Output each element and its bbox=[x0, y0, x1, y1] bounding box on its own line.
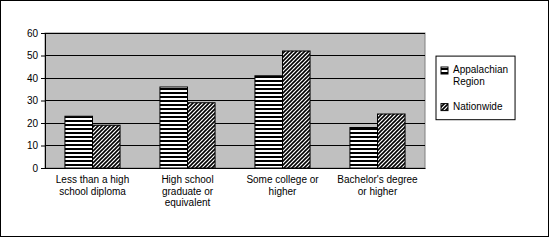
tick-mark bbox=[41, 33, 45, 34]
axis-line bbox=[46, 168, 426, 169]
tick: 0 bbox=[32, 163, 45, 174]
bar bbox=[160, 87, 188, 168]
tick: Bachelor's degreeor higher bbox=[337, 168, 418, 197]
axis-line bbox=[41, 34, 46, 169]
tick: 40 bbox=[27, 73, 45, 84]
tick-mark bbox=[41, 123, 45, 124]
tick: High schoolgraduate orequivalent bbox=[161, 168, 213, 208]
tick-label: 20 bbox=[27, 118, 39, 129]
tick-mark bbox=[41, 101, 45, 102]
legend-item: AppalachianRegion bbox=[441, 64, 508, 87]
tick: 60 bbox=[27, 28, 45, 39]
bar bbox=[65, 116, 93, 168]
tick-label: 40 bbox=[27, 73, 39, 84]
bar bbox=[255, 76, 283, 168]
bar bbox=[378, 114, 406, 168]
legend-swatch bbox=[441, 67, 448, 74]
category-label: Bachelor's degreeor higher bbox=[337, 174, 418, 197]
tick: 30 bbox=[27, 95, 45, 106]
bar bbox=[283, 51, 311, 168]
plot-area bbox=[45, 33, 425, 168]
bar bbox=[188, 103, 216, 168]
legend-swatch bbox=[441, 104, 448, 111]
tick-label: 0 bbox=[32, 163, 38, 174]
chart-frame bbox=[1, 1, 549, 237]
tick-label: 10 bbox=[27, 140, 39, 151]
grid-line bbox=[45, 33, 425, 34]
tick-label: 60 bbox=[27, 28, 39, 39]
legend-label: Nationwide bbox=[453, 101, 503, 112]
tick: Some college orhigher bbox=[246, 168, 319, 197]
tick-mark bbox=[41, 168, 45, 169]
tick: 50 bbox=[27, 50, 45, 61]
y-axis: 0 10 20 30 40 50 60 bbox=[27, 28, 46, 174]
tick-label: 30 bbox=[27, 95, 39, 106]
bar bbox=[350, 128, 378, 169]
grid-line bbox=[45, 55, 425, 56]
tick-mark bbox=[41, 146, 45, 147]
legend-item: Nationwide bbox=[441, 101, 503, 112]
tick: 20 bbox=[27, 118, 45, 129]
grid-line bbox=[45, 78, 425, 79]
grid-line bbox=[45, 100, 425, 101]
category-label: Some college orhigher bbox=[246, 174, 319, 197]
tick-mark bbox=[41, 78, 45, 79]
legend-label: AppalachianRegion bbox=[453, 64, 508, 87]
category-label: High schoolgraduate orequivalent bbox=[161, 174, 213, 208]
grid bbox=[45, 33, 425, 168]
grid-line bbox=[45, 123, 425, 124]
bars bbox=[65, 51, 405, 168]
category-label: Less than a highschool diploma bbox=[56, 174, 129, 197]
tick: 10 bbox=[27, 140, 45, 151]
bar-series bbox=[93, 51, 406, 168]
legend-box bbox=[436, 56, 515, 120]
x-axis: Less than a highschool diploma High schoo… bbox=[46, 168, 426, 208]
chart: 0 10 20 30 40 50 60 Less than a highschool dipl… bbox=[0, 0, 549, 237]
tick-label: 50 bbox=[27, 50, 39, 61]
legend: AppalachianRegion Nationwide bbox=[436, 56, 515, 120]
tick: Less than a highschool diploma bbox=[56, 168, 129, 197]
bar-series bbox=[65, 76, 378, 168]
tick-mark bbox=[41, 56, 45, 57]
bar bbox=[93, 125, 121, 168]
